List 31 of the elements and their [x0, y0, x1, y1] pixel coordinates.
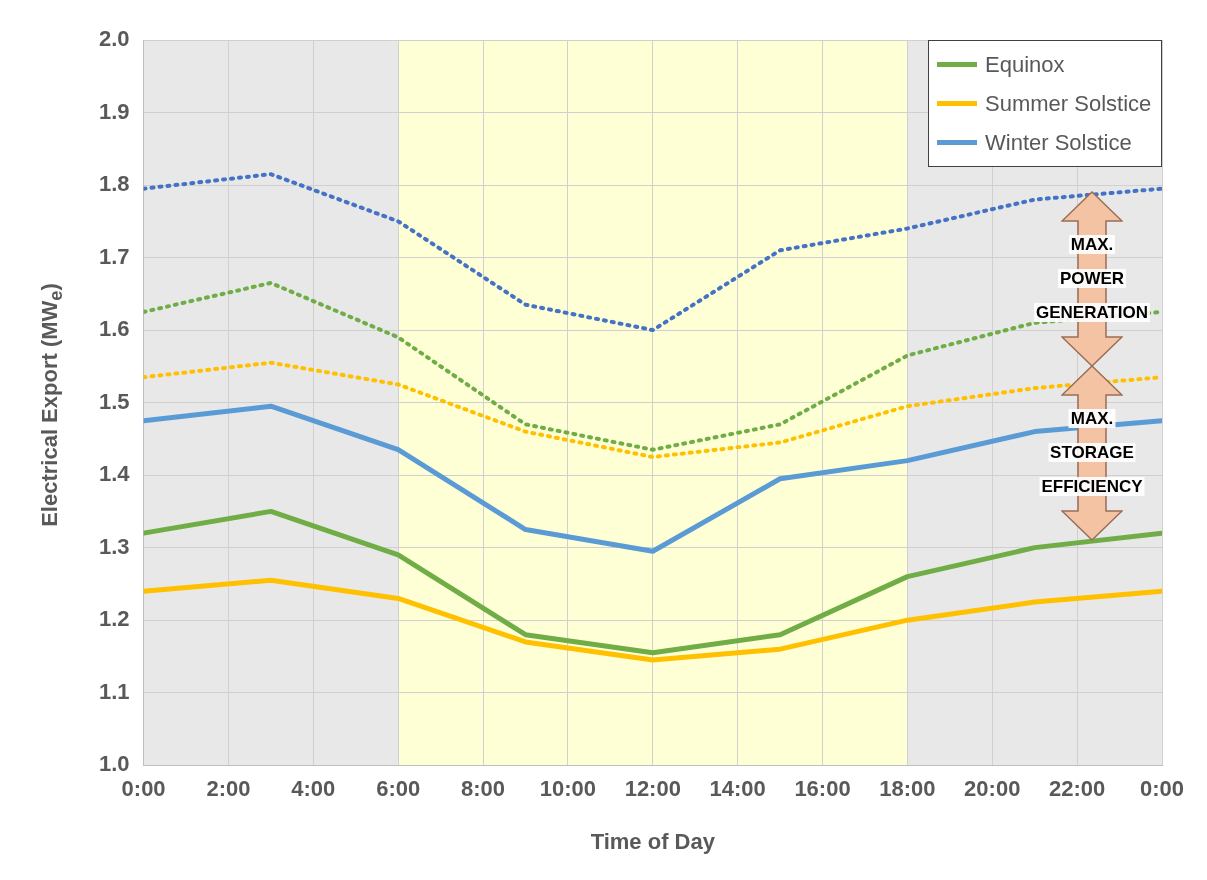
x-tick-label: 14:00 [709, 776, 766, 802]
x-tick-label: 10:00 [539, 776, 597, 802]
y-tick-label: 1.6 [98, 316, 130, 342]
annotation: MAX. STORAGE EFFICIENCY [1040, 409, 1144, 497]
x-tick-label: 0:00 [1139, 776, 1185, 802]
legend-label: Equinox [985, 51, 1065, 78]
y-tick-label: 1.3 [98, 533, 130, 559]
x-tick-label: 2:00 [206, 776, 251, 802]
y-tick-label: 1.1 [98, 678, 130, 704]
line-series [143, 172, 1162, 333]
y-tick-label: 1.0 [98, 751, 130, 777]
x-tick-label: 16:00 [794, 776, 851, 802]
x-tick-label: 18:00 [879, 776, 936, 802]
legend-label: Winter Solstice [985, 129, 1132, 156]
x-tick-label: 8:00 [461, 776, 506, 802]
x-tick-label: 4:00 [291, 776, 336, 802]
x-tick-label: 12:00 [624, 776, 681, 802]
x-tick-label: 0:00 [121, 776, 166, 802]
x-tick-label: 22:00 [1048, 776, 1106, 802]
x-tick-label: 6:00 [376, 776, 421, 802]
x-tick-label: 20:00 [964, 776, 1021, 802]
legend-label: Summer Solstice [985, 90, 1152, 117]
annotation: MAX. POWER GENERATION [1034, 235, 1150, 323]
y-tick-label: 1.9 [98, 98, 130, 124]
y-tick-label: 1.5 [98, 388, 130, 414]
y-tick-label: 1.8 [98, 171, 130, 197]
y-tick-label: 2.0 [98, 26, 130, 52]
y-tick-label: 1.7 [98, 243, 130, 269]
y-tick-label: 1.4 [98, 461, 131, 487]
x-axis-title: Time of Day [590, 828, 716, 854]
y-tick-label: 1.2 [98, 606, 130, 632]
